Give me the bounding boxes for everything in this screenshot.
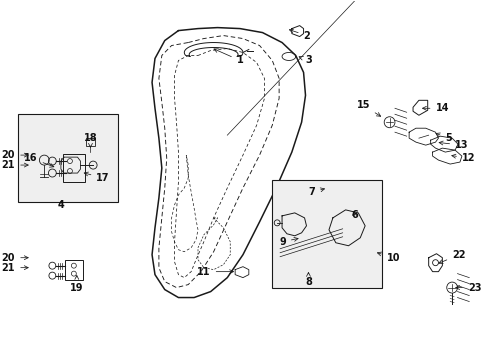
Text: 6: 6 xyxy=(350,210,357,220)
Bar xyxy=(272,180,381,288)
Text: 5: 5 xyxy=(435,133,451,143)
Text: 20: 20 xyxy=(1,150,28,160)
Text: 4: 4 xyxy=(58,200,64,210)
Text: 13: 13 xyxy=(438,140,468,150)
Text: 21: 21 xyxy=(1,263,28,273)
Text: 11: 11 xyxy=(197,267,233,276)
Bar xyxy=(85,138,95,146)
Text: 2: 2 xyxy=(289,29,310,41)
Text: 3: 3 xyxy=(299,55,312,66)
Text: 22: 22 xyxy=(438,250,465,264)
Text: 14: 14 xyxy=(422,103,448,113)
Text: 19: 19 xyxy=(70,275,83,293)
Text: 21: 21 xyxy=(1,160,28,170)
Text: 20: 20 xyxy=(1,253,28,263)
Bar xyxy=(63,154,84,182)
Text: 17: 17 xyxy=(84,172,110,183)
Text: 23: 23 xyxy=(455,283,480,293)
Text: 10: 10 xyxy=(377,252,399,263)
Text: 8: 8 xyxy=(305,273,311,287)
Text: 15: 15 xyxy=(356,100,380,116)
Bar xyxy=(65,260,82,280)
Text: 18: 18 xyxy=(83,133,97,147)
Text: 7: 7 xyxy=(308,187,324,197)
Text: 12: 12 xyxy=(451,153,474,163)
Text: 9: 9 xyxy=(279,237,298,247)
Bar xyxy=(18,114,118,202)
Text: 1: 1 xyxy=(214,49,243,66)
Text: 16: 16 xyxy=(24,153,54,167)
